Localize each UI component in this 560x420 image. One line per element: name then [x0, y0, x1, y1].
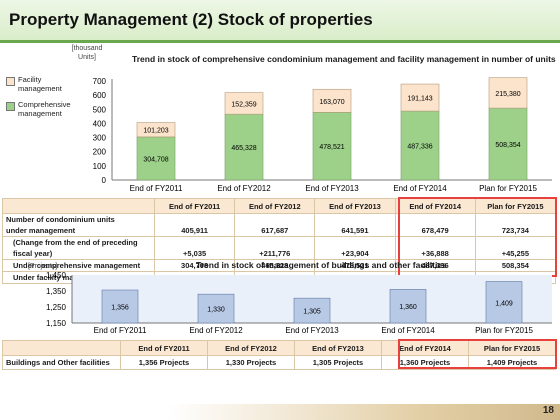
bar-comprehensive: [224, 113, 264, 181]
y-tick-label: 1,250: [46, 303, 67, 312]
page-number: 18: [542, 405, 554, 416]
page-title: Property Management (2) Stock of propert…: [9, 10, 373, 29]
x-tick-label: End of FY2011: [94, 326, 147, 335]
y-tick-label: 100: [93, 162, 107, 171]
y-tick-label: 700: [93, 77, 107, 86]
table2: End of FY2011 End of FY2012 End of FY201…: [2, 340, 556, 370]
table-row: Number of condominium units: [2, 213, 557, 225]
x-tick-label: End of FY2014: [381, 326, 435, 335]
table2-header-empty: [2, 340, 121, 356]
table1: End of FY2011 End of FY2012 End of FY201…: [2, 198, 557, 284]
chart1-legend: Facility management Comprehensive manage…: [6, 74, 76, 134]
bar-projects: [389, 289, 427, 324]
chart1-units-line2: Units]: [78, 54, 96, 61]
table1-header-cell: End of FY2011: [153, 198, 236, 214]
table-cell: 1,356 Projects: [120, 355, 208, 370]
table-row: Buildings and Other facilities 1,356 Pro…: [2, 355, 556, 370]
x-tick-label: Plan for FY2015: [479, 184, 537, 193]
bar-facility: [136, 122, 176, 138]
table1-header-cell: End of FY2012: [234, 198, 316, 214]
data-label-comprehensive: 465,328: [231, 145, 256, 152]
data-label-projects: 1,356: [111, 305, 129, 312]
chart1-units: [thousand Units]: [62, 44, 112, 62]
chart2-bar: 1,450 1,350 1,250 1,150 1,356 End of FY2011 1,…: [46, 271, 552, 335]
y-tick-label: 300: [93, 134, 107, 143]
bar-projects: [485, 281, 523, 324]
data-label-projects: 1,305: [303, 309, 321, 316]
y-tick-label: 400: [93, 119, 107, 128]
row-label: Buildings and Other facilities: [2, 355, 121, 370]
data-label-comprehensive: 304,708: [143, 156, 168, 163]
data-label-facility: 191,143: [407, 96, 432, 103]
legend-label-facility: Facility management: [18, 75, 62, 93]
chart2-subtitle: Trend in stock of management of building…: [196, 260, 447, 270]
y-tick-label: 200: [93, 148, 107, 157]
data-label-comprehensive: 487,336: [407, 144, 432, 151]
y-tick-label: 1,450: [46, 271, 67, 280]
y-tick-label: 0: [102, 176, 107, 185]
table-row: (Change from the end of preceding: [2, 236, 557, 248]
table2-header-cell: End of FY2011: [120, 340, 208, 356]
table-cell: 1,305 Projects: [294, 355, 382, 370]
y-tick-label: 1,150: [46, 319, 67, 328]
table-cell: 1,330 Projects: [207, 355, 295, 370]
x-tick-label: End of FY2011: [130, 184, 183, 193]
table-cell: 1,409 Projects: [468, 355, 556, 370]
bar-projects: [101, 289, 139, 324]
y-tick-label: 500: [93, 105, 107, 114]
chart1-stacked-bar: 700 600 500 400 300 200 100 0 304,708 101,203 End …: [93, 77, 552, 193]
x-tick-label: End of FY2013: [285, 326, 339, 335]
bar-comprehensive: [400, 110, 440, 181]
bar-comprehensive: [488, 107, 528, 181]
y-tick-label: 600: [93, 91, 107, 100]
data-label-facility: 101,203: [143, 128, 168, 135]
table-cell: 723,734: [474, 225, 557, 237]
table1-header-cell: Plan for FY2015: [474, 198, 557, 214]
bar-comprehensive: [312, 112, 352, 181]
table1-header-row: End of FY2011 End of FY2012 End of FY201…: [2, 198, 557, 214]
data-label-projects: 1,360: [399, 304, 417, 311]
table2-highlight-box: [398, 339, 557, 369]
table2-header-cell: End of FY2012: [207, 340, 295, 356]
bar-facility: [312, 88, 352, 113]
chart1-units-line1: [thousand: [71, 45, 103, 52]
table-row: under management 405,911 617,687 641,591…: [2, 225, 557, 237]
table-cell: [474, 213, 557, 225]
legend-swatch-comprehensive: [6, 102, 15, 111]
table2-header-row: End of FY2011 End of FY2012 End of FY201…: [2, 340, 556, 356]
chart1-subtitle: Trend in stock of comprehensive condomin…: [132, 54, 556, 64]
footer-band: 18: [0, 404, 560, 420]
legend-label-comprehensive: Comprehensive management: [18, 100, 71, 118]
data-label-comprehensive: 478,521: [319, 144, 344, 151]
data-label-facility: 152,359: [231, 101, 256, 108]
data-label-facility: 215,380: [495, 91, 520, 98]
table2-header-cell: Plan for FY2015: [468, 340, 556, 356]
x-tick-label: End of FY2014: [393, 184, 447, 193]
bar-projects: [197, 293, 235, 324]
x-tick-label: End of FY2012: [189, 326, 243, 335]
legend-swatch-facility: [6, 77, 15, 86]
data-label-projects: 1,409: [495, 300, 513, 307]
data-label-projects: 1,330: [207, 307, 225, 314]
bar-comprehensive: [136, 136, 176, 181]
y-tick-label: 1,350: [46, 287, 67, 296]
chart2-units: [Projects]: [28, 263, 58, 270]
x-tick-label: End of FY2013: [305, 184, 359, 193]
bar-projects: [293, 297, 331, 324]
table1-header-cell: End of FY2013: [314, 198, 396, 214]
bar-facility: [400, 83, 440, 112]
table-cell: [474, 236, 557, 248]
x-tick-label: Plan for FY2015: [475, 326, 533, 335]
table1-header-cell: End of FY2014: [394, 198, 476, 214]
x-tick-label: End of FY2012: [217, 184, 271, 193]
table1-header-empty: [2, 198, 155, 214]
table2-header-cell: End of FY2013: [294, 340, 382, 356]
data-label-comprehensive: 508,354: [495, 142, 520, 149]
bar-facility: [224, 92, 264, 115]
bar-facility: [488, 77, 528, 109]
data-label-facility: 163,070: [319, 99, 344, 106]
title-bar: Property Management (2) Stock of propert…: [0, 0, 560, 43]
